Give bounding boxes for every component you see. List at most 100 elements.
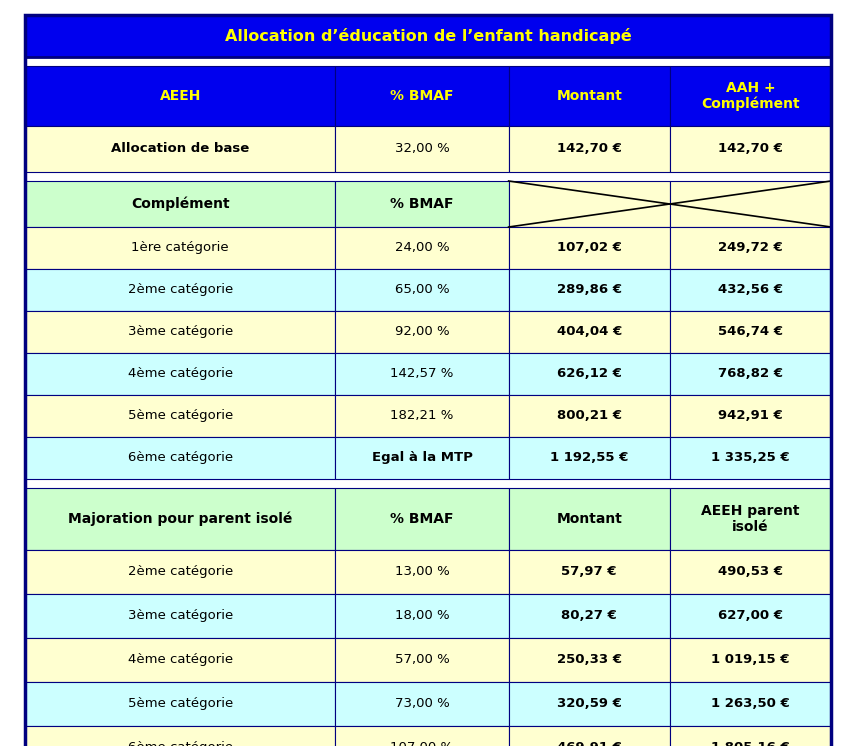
Bar <box>669 594 831 638</box>
Text: 92,00 %: 92,00 % <box>395 325 449 339</box>
Text: 320,59 €: 320,59 € <box>556 698 621 710</box>
Text: 432,56 €: 432,56 € <box>718 283 783 296</box>
Bar <box>336 395 508 437</box>
Text: % BMAF: % BMAF <box>390 512 454 526</box>
Bar <box>25 269 336 311</box>
Bar <box>25 488 336 550</box>
Bar <box>669 126 831 172</box>
Text: 80,27 €: 80,27 € <box>562 609 617 622</box>
Text: 289,86 €: 289,86 € <box>556 283 621 296</box>
Text: 1 805,16 €: 1 805,16 € <box>711 742 790 746</box>
Text: 107,02 €: 107,02 € <box>556 242 621 254</box>
Bar <box>669 682 831 726</box>
Bar <box>508 181 669 227</box>
Text: 142,70 €: 142,70 € <box>556 142 621 155</box>
Text: AAH +
Complément: AAH + Complément <box>701 81 800 111</box>
Text: 1ère catégorie: 1ère catégorie <box>131 242 229 254</box>
Text: 490,53 €: 490,53 € <box>718 565 783 578</box>
Text: % BMAF: % BMAF <box>390 89 454 103</box>
Bar <box>336 353 508 395</box>
Text: 73,00 %: 73,00 % <box>395 698 449 710</box>
Bar <box>508 353 669 395</box>
Text: 4ème catégorie: 4ème catégorie <box>128 368 233 380</box>
Bar <box>336 126 508 172</box>
Text: 6ème catégorie: 6ème catégorie <box>128 742 233 746</box>
Text: 768,82 €: 768,82 € <box>718 368 783 380</box>
Text: 469,91 €: 469,91 € <box>556 742 621 746</box>
Text: 24,00 %: 24,00 % <box>395 242 449 254</box>
Text: Allocation de base: Allocation de base <box>111 142 249 155</box>
Bar <box>25 437 336 479</box>
Bar <box>336 269 508 311</box>
Bar <box>508 550 669 594</box>
Text: 142,70 €: 142,70 € <box>718 142 783 155</box>
Bar <box>508 395 669 437</box>
Bar <box>669 269 831 311</box>
Text: 1 019,15 €: 1 019,15 € <box>711 653 789 666</box>
Bar <box>669 726 831 746</box>
Bar <box>336 66 508 126</box>
Bar <box>508 227 669 269</box>
Text: 3ème catégorie: 3ème catégorie <box>128 609 233 622</box>
Bar <box>336 437 508 479</box>
Bar <box>669 638 831 682</box>
Bar <box>336 227 508 269</box>
Bar <box>669 227 831 269</box>
Bar <box>669 66 831 126</box>
Bar <box>669 550 831 594</box>
Bar <box>508 311 669 353</box>
Text: Majoration pour parent isolé: Majoration pour parent isolé <box>68 512 293 526</box>
Text: 942,91 €: 942,91 € <box>718 410 782 422</box>
Text: 142,57 %: 142,57 % <box>390 368 454 380</box>
Text: AEEH: AEEH <box>159 89 201 103</box>
Text: 2ème catégorie: 2ème catégorie <box>128 565 233 578</box>
Bar <box>25 638 336 682</box>
Text: 65,00 %: 65,00 % <box>395 283 449 296</box>
Text: 3ème catégorie: 3ème catégorie <box>128 325 233 339</box>
Bar <box>25 726 336 746</box>
Text: 1 335,25 €: 1 335,25 € <box>711 451 790 465</box>
Bar <box>508 126 669 172</box>
Text: 404,04 €: 404,04 € <box>556 325 621 339</box>
Bar <box>669 353 831 395</box>
Text: AEEH parent
isolé: AEEH parent isolé <box>701 504 800 534</box>
Bar <box>508 594 669 638</box>
Text: 5ème catégorie: 5ème catégorie <box>128 698 233 710</box>
Text: 1 263,50 €: 1 263,50 € <box>711 698 790 710</box>
Text: 57,00 %: 57,00 % <box>395 653 449 666</box>
Text: 6ème catégorie: 6ème catégorie <box>128 451 233 465</box>
Text: % BMAF: % BMAF <box>390 197 454 211</box>
Text: 13,00 %: 13,00 % <box>395 565 449 578</box>
Bar <box>669 311 831 353</box>
Bar <box>508 488 669 550</box>
Bar <box>25 227 336 269</box>
Text: Allocation d’éducation de l’enfant handicapé: Allocation d’éducation de l’enfant handi… <box>224 28 632 44</box>
Bar <box>25 126 336 172</box>
Text: Complément: Complément <box>131 197 229 211</box>
Bar <box>336 594 508 638</box>
Bar <box>336 682 508 726</box>
Bar <box>25 311 336 353</box>
Text: 57,97 €: 57,97 € <box>562 565 617 578</box>
Bar <box>669 395 831 437</box>
Bar <box>669 181 831 227</box>
Bar <box>336 726 508 746</box>
Text: 546,74 €: 546,74 € <box>718 325 783 339</box>
Bar <box>508 726 669 746</box>
Bar <box>336 311 508 353</box>
Bar <box>25 353 336 395</box>
Text: Montant: Montant <box>556 89 622 103</box>
Bar <box>25 66 336 126</box>
Bar <box>669 488 831 550</box>
Bar <box>25 682 336 726</box>
Text: 250,33 €: 250,33 € <box>556 653 621 666</box>
Text: 32,00 %: 32,00 % <box>395 142 449 155</box>
Text: 4ème catégorie: 4ème catégorie <box>128 653 233 666</box>
Bar <box>508 437 669 479</box>
Bar <box>508 638 669 682</box>
Bar <box>336 638 508 682</box>
Text: 107,00 %: 107,00 % <box>390 742 454 746</box>
Bar <box>336 181 508 227</box>
Text: 627,00 €: 627,00 € <box>718 609 783 622</box>
Text: 626,12 €: 626,12 € <box>556 368 621 380</box>
